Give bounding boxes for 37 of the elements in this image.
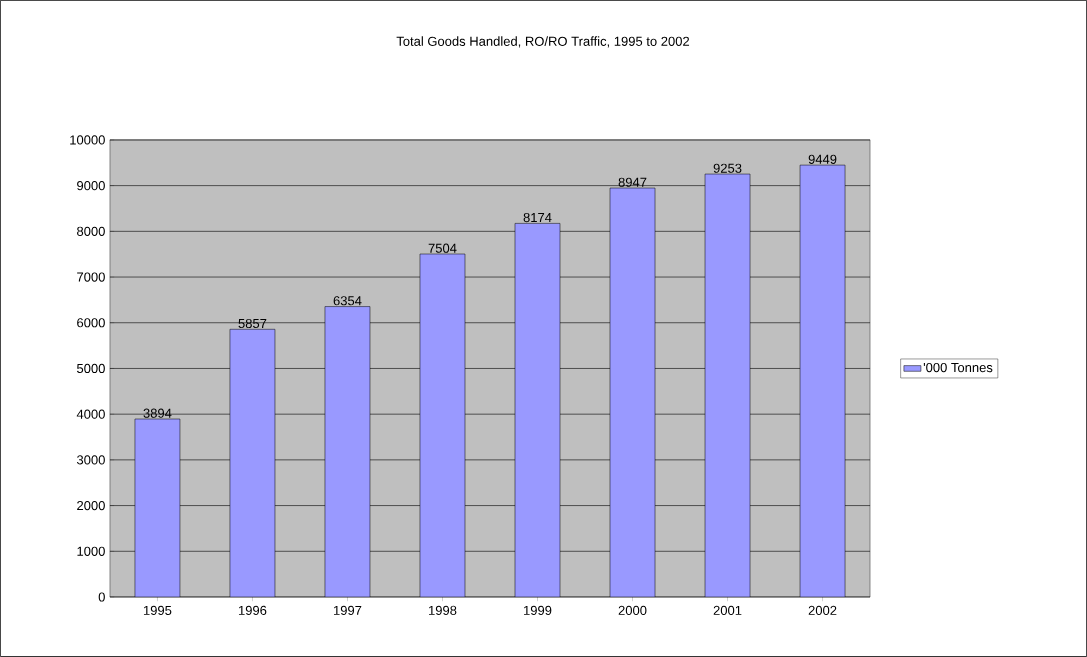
x-tick-label: 2002 (808, 605, 837, 616)
bar (514, 223, 561, 598)
y-tick-label: 6000 (77, 318, 105, 328)
data-label: 5857 (238, 318, 267, 329)
x-tick-label: 1999 (524, 605, 552, 616)
x-tick-label: 1995 (143, 605, 172, 616)
x-tick-label: 2001 (713, 605, 742, 616)
bar (419, 253, 466, 598)
data-label: 3894 (143, 408, 172, 418)
data-label: 7504 (428, 243, 457, 253)
y-tick-label: 4000 (76, 409, 105, 419)
data-label: 8174 (523, 213, 552, 223)
legend-label: '000 Tonnes (923, 362, 993, 373)
data-label: 9449 (808, 154, 837, 164)
bar (799, 164, 846, 598)
bar (704, 173, 751, 598)
x-tick-label: 1998 (429, 605, 457, 616)
bar (134, 418, 181, 598)
data-label: 6354 (333, 296, 362, 306)
y-tick-label: 1000 (77, 546, 105, 556)
y-tick-label: 3000 (76, 455, 105, 465)
y-tick-label: 0 (98, 592, 105, 602)
y-tick-label: 8000 (77, 226, 105, 236)
data-label: 9253 (713, 163, 742, 173)
y-tick-label: 7000 (77, 272, 105, 282)
x-tick-label: 2000 (618, 605, 647, 616)
y-tick-label: 9000 (77, 181, 105, 191)
x-tick-label: 1996 (238, 605, 267, 616)
y-tick-label: 5000 (76, 363, 105, 374)
x-tick-label: 1997 (333, 605, 362, 616)
chart-title: Total Goods Handled, RO/RO Traffic, 1995 to 2002 (396, 36, 690, 48)
bar (609, 187, 656, 598)
data-label: 8947 (618, 177, 647, 187)
bar (229, 329, 276, 598)
y-tick-label: 2000 (77, 501, 105, 511)
y-tick-label: 10000 (70, 135, 105, 145)
bar (324, 306, 371, 598)
